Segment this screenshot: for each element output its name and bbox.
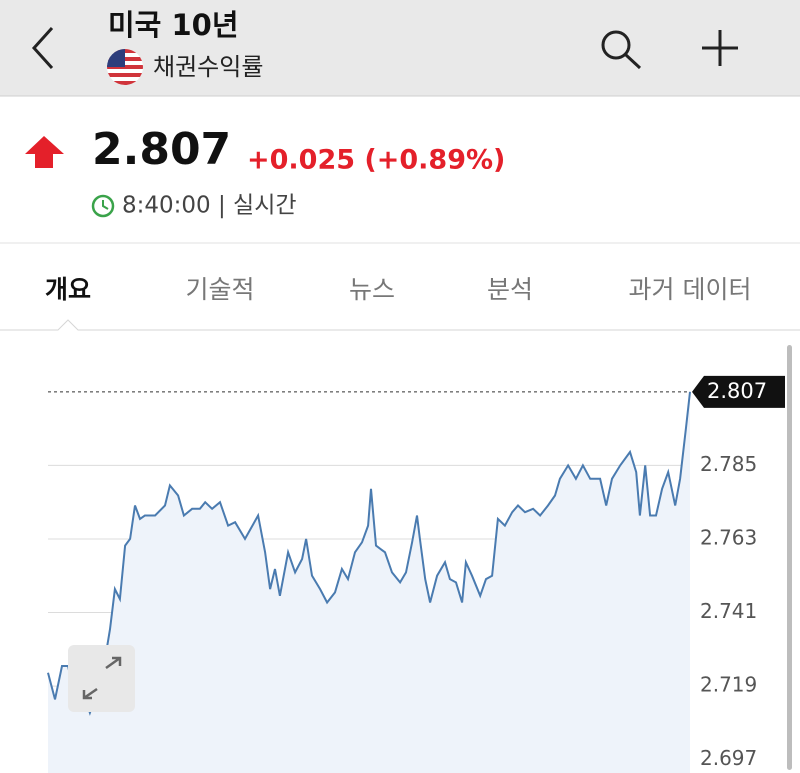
add-button[interactable] <box>702 30 738 66</box>
scrollbar <box>787 345 792 770</box>
chart: 2.6972.7192.7412.7632.78508:4514:1519:45… <box>47 375 785 773</box>
price: 2.807 <box>92 124 231 175</box>
tab[interactable]: 개요 <box>45 275 91 304</box>
price-change: +0.025 (+0.89%) <box>247 145 505 176</box>
clock-icon <box>91 194 115 218</box>
tab-indicator <box>0 319 800 331</box>
tab[interactable]: 기술적 <box>185 275 254 304</box>
line <box>47 391 691 716</box>
y-tick-label: 2.763 <box>700 525 757 549</box>
tab[interactable]: 뉴스 <box>349 275 395 304</box>
tab[interactable]: 분석 <box>487 275 533 304</box>
back-button[interactable] <box>31 26 54 70</box>
instrument-subtitle: 채권수익률 <box>153 53 263 81</box>
instrument-title: 미국 10년 <box>108 8 239 42</box>
up-arrow <box>25 136 64 168</box>
y-tick-label: 2.719 <box>700 673 757 697</box>
expand-button[interactable] <box>68 645 135 712</box>
quote-time: 8:40:00 | 실시간 <box>122 193 297 219</box>
search-button[interactable] <box>601 30 642 70</box>
last-value-box <box>692 375 785 408</box>
y-tick-label: 2.697 <box>700 746 757 770</box>
last-value-label: 2.807 <box>707 379 767 403</box>
y-tick-label: 2.741 <box>700 599 757 623</box>
y-tick-label: 2.785 <box>700 452 757 476</box>
area <box>48 391 690 773</box>
tab[interactable]: 과거 데이터 <box>629 275 752 304</box>
